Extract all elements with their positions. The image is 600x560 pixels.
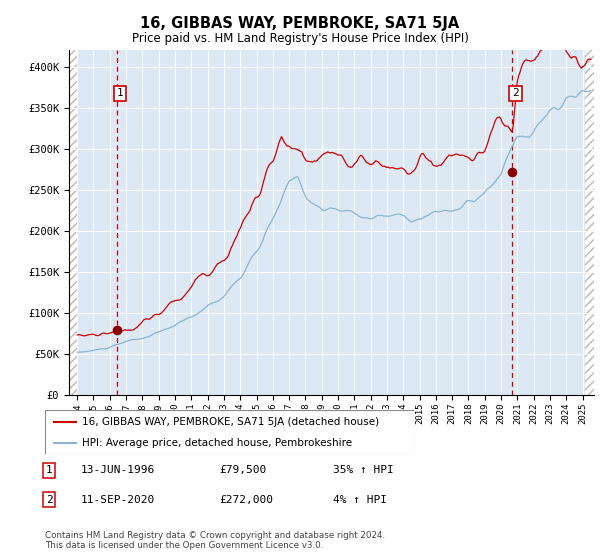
Text: Price paid vs. HM Land Registry's House Price Index (HPI): Price paid vs. HM Land Registry's House … — [131, 32, 469, 45]
Text: 1: 1 — [116, 88, 124, 99]
Bar — [69, 50, 78, 395]
Text: £79,500: £79,500 — [219, 465, 266, 475]
Text: 4% ↑ HPI: 4% ↑ HPI — [333, 494, 387, 505]
Text: 2: 2 — [46, 494, 53, 505]
Text: 2: 2 — [512, 88, 519, 99]
Bar — [585, 50, 595, 395]
Bar — [69, 50, 78, 395]
Text: 11-SEP-2020: 11-SEP-2020 — [81, 494, 155, 505]
Text: 16, GIBBAS WAY, PEMBROKE, SA71 5JA (detached house): 16, GIBBAS WAY, PEMBROKE, SA71 5JA (deta… — [82, 417, 379, 427]
Point — [508, 167, 517, 176]
Text: 16, GIBBAS WAY, PEMBROKE, SA71 5JA: 16, GIBBAS WAY, PEMBROKE, SA71 5JA — [140, 16, 460, 31]
Text: HPI: Average price, detached house, Pembrokeshire: HPI: Average price, detached house, Pemb… — [82, 438, 352, 448]
Text: £272,000: £272,000 — [219, 494, 273, 505]
Text: Contains HM Land Registry data © Crown copyright and database right 2024.
This d: Contains HM Land Registry data © Crown c… — [45, 531, 385, 550]
Text: 1: 1 — [46, 465, 53, 475]
Text: 35% ↑ HPI: 35% ↑ HPI — [333, 465, 394, 475]
Text: 13-JUN-1996: 13-JUN-1996 — [81, 465, 155, 475]
Bar — [585, 50, 595, 395]
Point — [112, 325, 122, 334]
